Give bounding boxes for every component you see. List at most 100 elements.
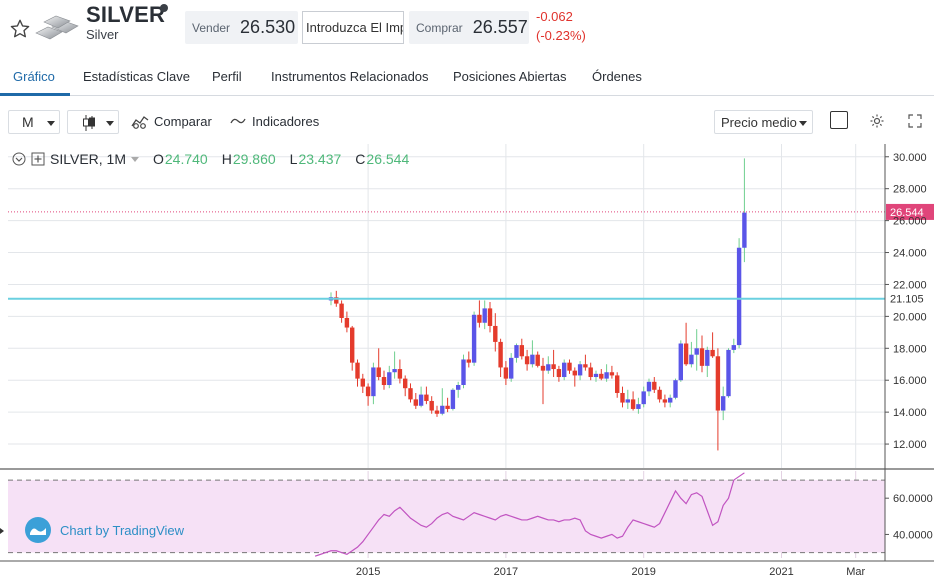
add-indicator-icon[interactable]	[31, 152, 45, 166]
last-price-label: 26.544	[890, 207, 924, 219]
change-percent: (-0.23%)	[536, 28, 586, 43]
symbol-title: SILVER	[86, 2, 166, 27]
candle-body	[731, 345, 736, 350]
candle-body	[461, 359, 466, 386]
rsi-band	[8, 480, 885, 553]
rsi-tick-label: 60.0000	[893, 493, 933, 505]
pane-resize-handle[interactable]	[0, 528, 4, 534]
legend-low-key: L	[289, 151, 298, 167]
change-absolute: -0.062	[536, 9, 573, 24]
chart-type-dropdown[interactable]	[67, 110, 119, 134]
price-type-value: Precio medio	[721, 114, 797, 130]
candle-body	[636, 404, 641, 409]
candle-body	[599, 373, 604, 379]
price-tick-label: 26.000	[893, 216, 927, 228]
rsi-line	[314, 472, 745, 557]
candle-body	[493, 325, 498, 342]
interval-dropdown[interactable]: M	[8, 110, 60, 134]
chevron-down-icon	[47, 121, 55, 126]
candle-body	[424, 394, 429, 401]
candle-body	[726, 349, 731, 397]
candle-body	[365, 386, 371, 397]
last-price-tag	[886, 203, 934, 220]
candle-body	[530, 354, 535, 365]
candle-body	[657, 389, 662, 400]
tab-perfil[interactable]: Perfil	[212, 69, 242, 84]
time-tick-label: 2021	[769, 566, 793, 578]
sell-price: 26.530	[240, 17, 296, 37]
candle-body	[699, 348, 705, 366]
candle-body	[551, 364, 556, 370]
sell-button[interactable]: Vender 26.530	[185, 11, 298, 44]
candle-body	[334, 297, 339, 304]
chart-canvas[interactable]: 21.105 26.544 30.000 28.000 26.000 24.000 22.…	[0, 144, 934, 583]
candle-body	[556, 369, 562, 378]
rsi-tick-label: 40.0000	[893, 529, 933, 541]
collapse-chevron-icon[interactable]	[12, 152, 26, 166]
candle-body	[694, 348, 699, 355]
amount-input[interactable]: Introduzca El Imp	[302, 11, 404, 44]
checkbox-toggle[interactable]	[830, 111, 848, 129]
candle-body	[668, 397, 673, 403]
tradingview-logo-icon	[25, 517, 51, 543]
indicators-icon[interactable]	[230, 116, 246, 126]
tab-grafico[interactable]: Gráfico	[13, 69, 55, 84]
candle-body	[456, 385, 461, 390]
tradingview-watermark[interactable]: Chart by TradingView	[24, 516, 184, 544]
legend-open: 24.740	[164, 151, 208, 167]
star-icon[interactable]	[9, 18, 31, 40]
candle-body	[715, 356, 721, 411]
buy-button[interactable]: Comprar 26.557	[409, 11, 529, 44]
tab-instrumentos[interactable]: Instrumentos Relacionados	[271, 69, 429, 84]
silver-bars-icon	[35, 15, 79, 40]
candle-body	[381, 377, 387, 386]
candle-body	[477, 314, 482, 323]
candle-body	[588, 367, 593, 378]
candle-body	[562, 362, 567, 378]
legend-close-key: C	[355, 151, 366, 167]
compare-icon[interactable]	[131, 114, 149, 130]
candle-body	[583, 364, 588, 368]
legend-high: 29.860	[232, 151, 276, 167]
candle-body	[540, 365, 546, 371]
candle-body	[577, 364, 583, 376]
candle-body	[710, 349, 715, 357]
price-tick-label: 24.000	[893, 248, 927, 260]
price-tick-label: 12.000	[893, 439, 927, 451]
candle-body	[615, 375, 620, 393]
compare-button[interactable]: Comparar	[154, 114, 212, 129]
price-type-dropdown[interactable]: Precio medio	[714, 110, 813, 134]
tab-posiciones[interactable]: Posiciones Abiertas	[453, 69, 567, 84]
tab-ordenes[interactable]: Órdenes	[592, 69, 642, 84]
price-chart[interactable]: 21.105 26.544 30.000 28.000 26.000 24.000 22.…	[0, 144, 934, 583]
chart-toolbar: M Comparar Indicadores Precio medio	[0, 106, 934, 136]
candle-body	[572, 370, 577, 376]
interval-value: M	[22, 114, 34, 130]
instrument-name: Silver	[86, 27, 119, 42]
candle-body	[673, 380, 678, 398]
price-tick-label: 30.000	[893, 152, 927, 164]
tab-estadisticas[interactable]: Estadísticas Clave	[83, 69, 190, 84]
candle-body	[471, 314, 477, 363]
candle-body	[705, 349, 710, 366]
indicators-button[interactable]: Indicadores	[252, 114, 320, 129]
candle-body	[721, 396, 726, 411]
candle-body	[445, 405, 450, 409]
candle-body	[434, 410, 440, 414]
candle-body	[392, 369, 397, 373]
fullscreen-icon[interactable]	[908, 114, 922, 128]
price-change: -0.062 (-0.23%)	[536, 7, 586, 45]
candle-body	[519, 345, 524, 357]
buy-label: Comprar	[416, 20, 463, 35]
gear-icon[interactable]	[869, 113, 885, 129]
legend-high-key: H	[221, 151, 232, 167]
candle-body	[339, 303, 344, 318]
candle-body	[546, 364, 551, 371]
chevron-down-icon	[799, 121, 807, 126]
price-tick-label: 22.000	[893, 279, 927, 291]
candles-icon	[83, 115, 95, 131]
candle-body	[641, 391, 646, 405]
chevron-down-icon	[106, 121, 114, 126]
price-tick-label: 16.000	[893, 375, 927, 387]
sell-label: Vender	[192, 20, 231, 35]
